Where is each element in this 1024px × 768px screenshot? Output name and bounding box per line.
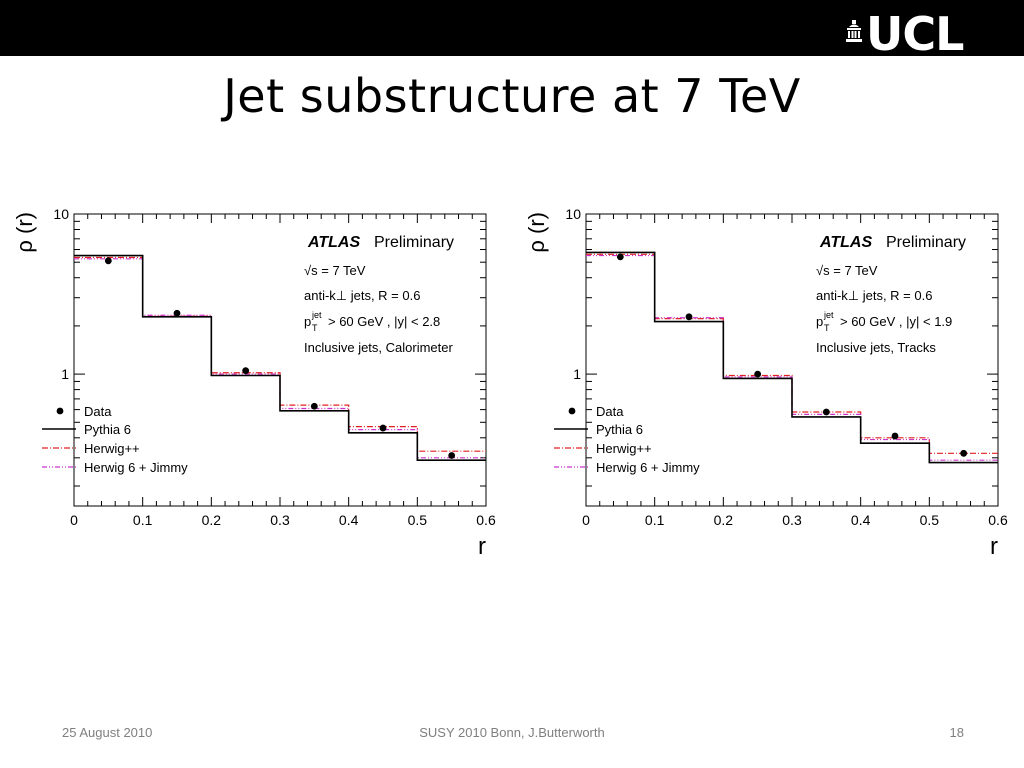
legend-marker-data (568, 407, 576, 415)
sample-annotation: Inclusive jets, Calorimeter (304, 340, 453, 355)
legend-label: Pythia 6 (84, 422, 131, 437)
atlas-label: ATLAS (307, 234, 360, 251)
data-point (104, 257, 112, 265)
portico-icon (846, 20, 862, 42)
pt-superscript: jet (823, 310, 834, 320)
sample-annotation: Inclusive jets, Tracks (816, 340, 936, 355)
legend-label: Herwig++ (596, 441, 652, 456)
x-tick-label: 0 (582, 512, 590, 528)
data-point (448, 452, 456, 459)
data-point (891, 432, 899, 440)
chart-calorimeter: 0 0.1 0.2 0.3 0.4 0.5 0.6 1 10 ρ (r) r ATLAS Prelimi… (12, 206, 496, 560)
x-tick-label: 0.2 (714, 512, 734, 528)
data-point (310, 402, 318, 410)
jet-algorithm-annotation: anti-k⊥ jets, R = 0.6 (304, 288, 420, 303)
page-number: 18 (949, 725, 964, 740)
x-tick-label: 0.5 (408, 512, 428, 528)
x-tick-label: 0.4 (851, 512, 871, 528)
preliminary-label: Preliminary (374, 234, 454, 251)
energy-annotation: √s = 7 TeV (304, 263, 366, 278)
y-tick-label: 10 (53, 206, 69, 222)
pt-subscript: T (824, 323, 830, 333)
x-tick-label: 0.3 (270, 512, 290, 528)
x-tick-label: 0 (70, 512, 78, 528)
pt-subscript: T (312, 323, 318, 333)
preliminary-label: Preliminary (886, 234, 966, 251)
footer-presentation: SUSY 2010 Bonn, J.Butterworth (419, 725, 605, 740)
legend-marker-data (56, 407, 64, 415)
y-tick-label: 1 (573, 366, 581, 382)
data-point (242, 367, 250, 375)
y-axis-label: ρ (r) (12, 212, 37, 253)
x-tick-label: 0.4 (339, 512, 359, 528)
ucl-logo: UCL (846, 8, 996, 60)
pt-symbol: p (304, 314, 311, 329)
data-point (173, 309, 181, 317)
energy-annotation: √s = 7 TeV (816, 263, 878, 278)
legend-label: Herwig 6 + Jimmy (596, 460, 700, 475)
data-point (822, 408, 830, 416)
data-point (754, 370, 762, 378)
x-tick-label: 0.1 (133, 512, 153, 528)
x-axis-label: r (478, 533, 486, 560)
pt-cut-annotation: > 60 GeV , |y| < 1.9 (840, 314, 952, 329)
jet-algorithm-annotation: anti-k⊥ jets, R = 0.6 (816, 288, 932, 303)
x-tick-label: 0.6 (476, 512, 496, 528)
legend-label: Herwig 6 + Jimmy (84, 460, 188, 475)
logo-text: UCL (866, 7, 964, 61)
data-point (960, 449, 968, 457)
x-tick-label: 0.6 (988, 512, 1008, 528)
series-herwig-6-jimmy-line (74, 258, 486, 459)
pt-cut-annotation: > 60 GeV , |y| < 2.8 (328, 314, 440, 329)
x-tick-label: 0.5 (920, 512, 940, 528)
data-point (685, 313, 693, 321)
pt-symbol: p (816, 314, 823, 329)
slide-title: Jet substructure at 7 TeV (223, 69, 801, 123)
x-axis-label: r (990, 533, 998, 560)
atlas-label: ATLAS (819, 234, 872, 251)
legend-label: Herwig++ (84, 441, 140, 456)
footer-date: 25 August 2010 (62, 725, 153, 740)
series-herwig-line (586, 253, 998, 454)
series-herwig-6-jimmy-line (586, 254, 998, 461)
legend-label: Data (84, 404, 112, 419)
data-point (379, 424, 387, 432)
chart-tracks: 0 0.1 0.2 0.3 0.4 0.5 0.6 1 10 ρ (r) r ATLAS Prelimi… (524, 206, 1008, 560)
x-tick-label: 0.3 (782, 512, 802, 528)
series-pythia-6-line (74, 254, 486, 461)
legend-label: Pythia 6 (596, 422, 643, 437)
y-tick-label: 10 (565, 206, 581, 222)
legend-label: Data (596, 404, 624, 419)
pt-superscript: jet (311, 310, 322, 320)
x-tick-label: 0.2 (202, 512, 222, 528)
y-tick-label: 1 (61, 366, 69, 382)
x-tick-label: 0.1 (645, 512, 665, 528)
data-point (616, 253, 624, 261)
series-pythia-6-line (586, 251, 998, 464)
y-axis-label: ρ (r) (524, 212, 549, 253)
